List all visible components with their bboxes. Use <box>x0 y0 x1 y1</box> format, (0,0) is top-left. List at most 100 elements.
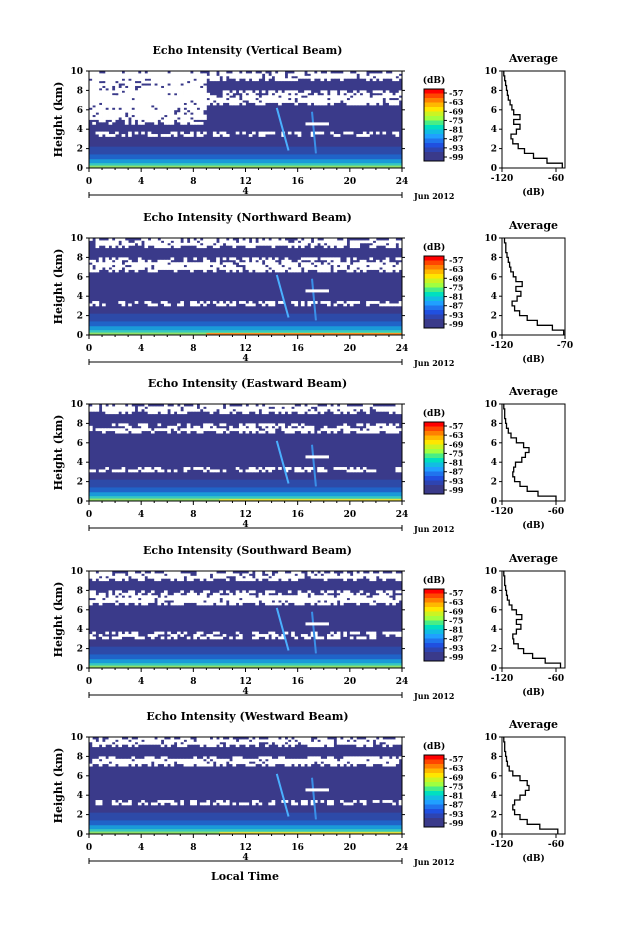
no-data-cell <box>248 758 253 762</box>
no-data-cell <box>359 761 364 765</box>
no-data-cell <box>300 303 305 307</box>
no-data-cell <box>170 114 175 118</box>
no-data-cell <box>167 240 171 244</box>
no-data-cell <box>284 602 289 606</box>
no-data-cell <box>124 597 129 601</box>
no-data-cell <box>196 758 201 762</box>
no-data-cell <box>199 571 204 574</box>
no-data-cell <box>196 83 201 86</box>
no-data-cell <box>147 117 152 120</box>
no-data-cell <box>186 423 191 427</box>
no-data-cell <box>170 425 175 429</box>
no-data-cell <box>115 71 119 74</box>
no-data-cell <box>157 112 162 116</box>
x-tick-label: 24 <box>396 677 409 687</box>
echo-layer <box>89 812 402 823</box>
no-data-cell <box>203 761 207 765</box>
no-data-cell <box>203 592 207 596</box>
no-data-cell <box>144 597 149 601</box>
no-data-cell <box>330 631 334 635</box>
no-data-cell <box>242 597 246 601</box>
x-tick-label: 24 <box>396 510 409 520</box>
no-data-cell <box>144 423 149 427</box>
x-tick-label: 12 <box>239 677 252 687</box>
no-data-cell <box>118 267 123 270</box>
no-data-cell <box>369 425 374 429</box>
no-data-cell <box>98 739 103 743</box>
no-data-cell <box>186 242 191 246</box>
date-axis-label: 4 <box>242 187 248 197</box>
no-data-cell <box>340 597 344 601</box>
no-data-cell <box>170 95 175 99</box>
no-data-cell <box>343 467 347 470</box>
no-data-cell <box>375 406 380 410</box>
no-data-cell <box>388 262 393 266</box>
no-data-cell <box>271 636 276 640</box>
no-data-cell <box>102 761 106 765</box>
no-data-cell <box>356 428 361 432</box>
no-data-cell <box>180 573 184 577</box>
colorbar-segment <box>424 480 444 485</box>
no-data-cell <box>124 100 129 103</box>
y-tick-label: 6 <box>77 106 83 116</box>
no-data-cell <box>177 303 181 307</box>
no-data-cell <box>105 257 109 261</box>
no-data-cell <box>317 269 321 273</box>
no-data-cell <box>121 301 126 304</box>
no-data-cell <box>287 242 292 246</box>
no-data-cell <box>150 802 155 806</box>
no-data-cell <box>193 257 197 261</box>
no-data-cell <box>317 262 321 266</box>
no-data-cell <box>92 73 96 77</box>
no-data-cell <box>137 109 142 113</box>
no-data-cell <box>366 75 370 79</box>
no-data-cell <box>320 411 325 415</box>
no-data-cell <box>157 428 162 432</box>
no-data-cell <box>173 264 178 268</box>
no-data-cell <box>186 97 191 101</box>
no-data-cell <box>232 71 237 74</box>
no-data-cell <box>92 121 96 125</box>
no-data-cell <box>317 408 321 412</box>
no-data-cell <box>353 242 357 246</box>
no-data-cell <box>98 114 103 118</box>
no-data-cell <box>265 404 269 407</box>
no-data-cell <box>225 739 230 743</box>
no-data-cell <box>261 469 266 473</box>
no-data-cell <box>385 90 390 94</box>
no-data-cell <box>330 102 334 106</box>
no-data-cell <box>102 114 106 118</box>
no-data-cell <box>141 92 145 96</box>
no-data-cell <box>330 428 334 432</box>
no-data-cell <box>118 73 123 77</box>
no-data-cell <box>131 92 136 96</box>
no-data-cell <box>209 411 214 415</box>
colorbar-unit: (dB) <box>423 242 445 253</box>
no-data-cell <box>177 242 181 246</box>
no-data-cell <box>278 423 282 427</box>
no-data-cell <box>147 107 152 111</box>
no-data-cell <box>287 406 292 410</box>
no-data-cell <box>121 85 126 89</box>
no-data-cell <box>340 425 344 429</box>
no-data-cell <box>222 71 227 74</box>
no-data-cell <box>203 245 207 249</box>
no-data-cell <box>137 595 142 599</box>
no-data-cell <box>199 595 204 599</box>
colorbar-segment <box>424 138 444 143</box>
no-data-cell <box>242 739 246 743</box>
no-data-cell <box>340 406 344 410</box>
average-x-tick-label: -70 <box>557 341 573 351</box>
no-data-cell <box>307 267 312 270</box>
no-data-cell <box>300 242 305 246</box>
no-data-cell <box>128 303 132 307</box>
no-data-cell <box>229 602 233 606</box>
no-data-cell <box>265 301 269 304</box>
average-x-tick-label: -60 <box>548 174 564 184</box>
no-data-cell <box>248 469 253 473</box>
no-data-cell <box>327 602 331 606</box>
no-data-cell <box>209 75 214 79</box>
no-data-cell <box>255 761 259 765</box>
no-data-cell <box>102 112 106 116</box>
no-data-cell <box>95 761 100 765</box>
